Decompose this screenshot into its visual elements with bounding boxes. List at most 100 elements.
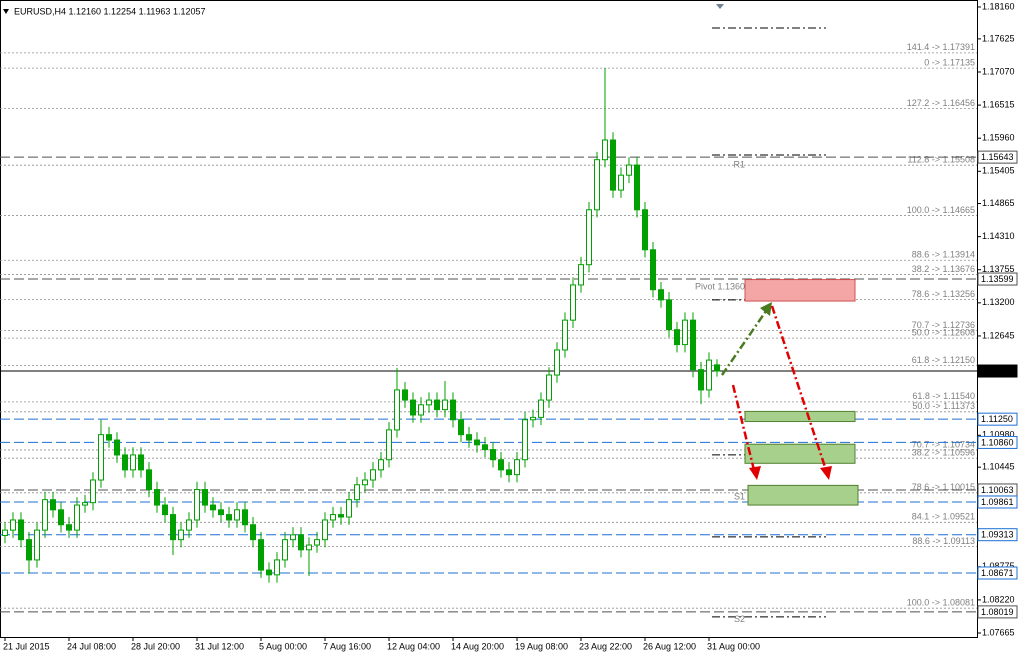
x-tick-label: 5 Aug 00:00 <box>259 641 307 651</box>
fib-label: 127.2 -> 1.16456 <box>907 98 975 108</box>
candle-body <box>258 539 264 571</box>
y-tick-label: 1.13755 <box>982 264 1015 274</box>
price-level-label: 1.11250 <box>981 414 1013 424</box>
fib-label: 100.0 -> 1.14665 <box>907 205 975 215</box>
fib-label: 70.7 -> 1.10734 <box>912 439 975 449</box>
x-tick-label: 7 Aug 16:00 <box>323 641 371 651</box>
x-tick-label: 12 Aug 04:00 <box>387 641 440 651</box>
candle-body <box>602 139 608 161</box>
candle-body <box>34 529 40 561</box>
candle-body <box>306 544 312 551</box>
candle-body <box>322 519 328 541</box>
candle-body <box>570 284 576 321</box>
candle-body <box>626 164 632 176</box>
candle-body <box>106 434 112 441</box>
candle-body <box>666 299 672 331</box>
price-level-box <box>977 364 1018 378</box>
fib-label: 61.8 -> 1.11540 <box>912 391 975 401</box>
candle-body <box>314 539 320 546</box>
y-tick-label: 1.14865 <box>982 198 1015 208</box>
candle-body <box>170 514 176 541</box>
candle-body <box>554 349 560 376</box>
fib-label: 38.2 -> 1.13676 <box>912 264 975 274</box>
candle-body <box>2 529 8 536</box>
candle-body <box>98 434 104 481</box>
plot-frame <box>0 0 978 638</box>
candle-body <box>194 489 200 521</box>
pivot-label: S1 <box>734 491 745 501</box>
candle-body <box>138 454 144 471</box>
candle-body <box>162 504 168 516</box>
title-icon <box>3 9 9 14</box>
x-tick-label: 26 Aug 12:00 <box>643 641 696 651</box>
arrow <box>770 305 828 471</box>
y-tick-label: 1.13200 <box>982 297 1015 307</box>
candle-body <box>178 529 184 541</box>
x-tick-label: 24 Jul 08:00 <box>67 641 116 651</box>
y-tick-label: 1.10980 <box>982 430 1015 440</box>
fib-label: 88.6 -> 1.09113 <box>912 536 975 546</box>
price-level-box <box>977 528 1018 542</box>
candle-body <box>530 416 536 421</box>
fib-label: 78.6 -> 1.10015 <box>912 482 975 492</box>
candle-body <box>58 509 64 526</box>
candle-body <box>690 319 696 371</box>
zone <box>744 410 856 423</box>
candle-body <box>634 164 640 211</box>
shift-marker <box>716 4 724 9</box>
candle-body <box>146 469 152 491</box>
candle-body <box>394 389 400 431</box>
fib-label: 84.1 -> 1.09521 <box>912 512 975 522</box>
candle-body <box>682 319 688 346</box>
price-level-box <box>977 495 1018 509</box>
candle-body <box>474 439 480 446</box>
arrowhead <box>749 466 761 480</box>
candle-body <box>538 399 544 418</box>
candle-body <box>266 569 272 576</box>
candle-body <box>154 489 160 506</box>
candle-body <box>514 459 520 476</box>
candle-body <box>66 524 72 531</box>
price-level-label: 1.08671 <box>981 568 1014 578</box>
fib-label: 0 -> 1.17135 <box>924 57 975 67</box>
arrowhead <box>820 466 832 480</box>
price-level-label: 1.08019 <box>981 607 1014 617</box>
candle-body <box>618 174 624 191</box>
x-tick-label: 21 Jul 2015 <box>3 641 50 651</box>
price-level-label: 1.09313 <box>981 530 1014 540</box>
candle-body <box>706 359 712 391</box>
candle-body <box>378 459 384 471</box>
y-tick-label: 1.17625 <box>982 33 1015 43</box>
chart-title: EURUSD,H4 1.12160 1.12254 1.11963 1.1205… <box>14 6 205 16</box>
candle-body <box>498 459 504 471</box>
price-level-label: 1.13599 <box>981 274 1014 284</box>
candle-body <box>130 454 136 471</box>
candle-body <box>426 399 432 406</box>
price-level-label: 1.09861 <box>981 497 1014 507</box>
candle-body <box>234 509 240 521</box>
zone <box>744 443 856 464</box>
candle-body <box>346 499 352 518</box>
candle-body <box>362 479 368 486</box>
candle-body <box>506 469 512 476</box>
y-tick-label: 1.17070 <box>982 66 1015 76</box>
candle-body <box>122 454 128 471</box>
y-tick-label: 1.12645 <box>982 330 1015 340</box>
candle-body <box>42 499 48 531</box>
candle-body <box>82 502 88 506</box>
candle-body <box>442 399 448 411</box>
y-tick-label: 1.15960 <box>982 133 1015 143</box>
candle-body <box>186 519 192 531</box>
fib-label: 61.8 -> 1.12150 <box>912 355 975 365</box>
candle-body <box>290 534 296 541</box>
candle-body <box>586 209 592 266</box>
y-tick-label: 1.16515 <box>982 99 1015 109</box>
candle-body <box>330 514 336 521</box>
x-tick-label: 23 Aug 22:00 <box>579 641 632 651</box>
price-level-label: 1.10860 <box>981 437 1014 447</box>
y-tick-label: 1.07665 <box>982 627 1015 637</box>
candle-body <box>402 389 408 401</box>
candle-body <box>546 374 552 401</box>
price-level-box <box>977 412 1018 426</box>
